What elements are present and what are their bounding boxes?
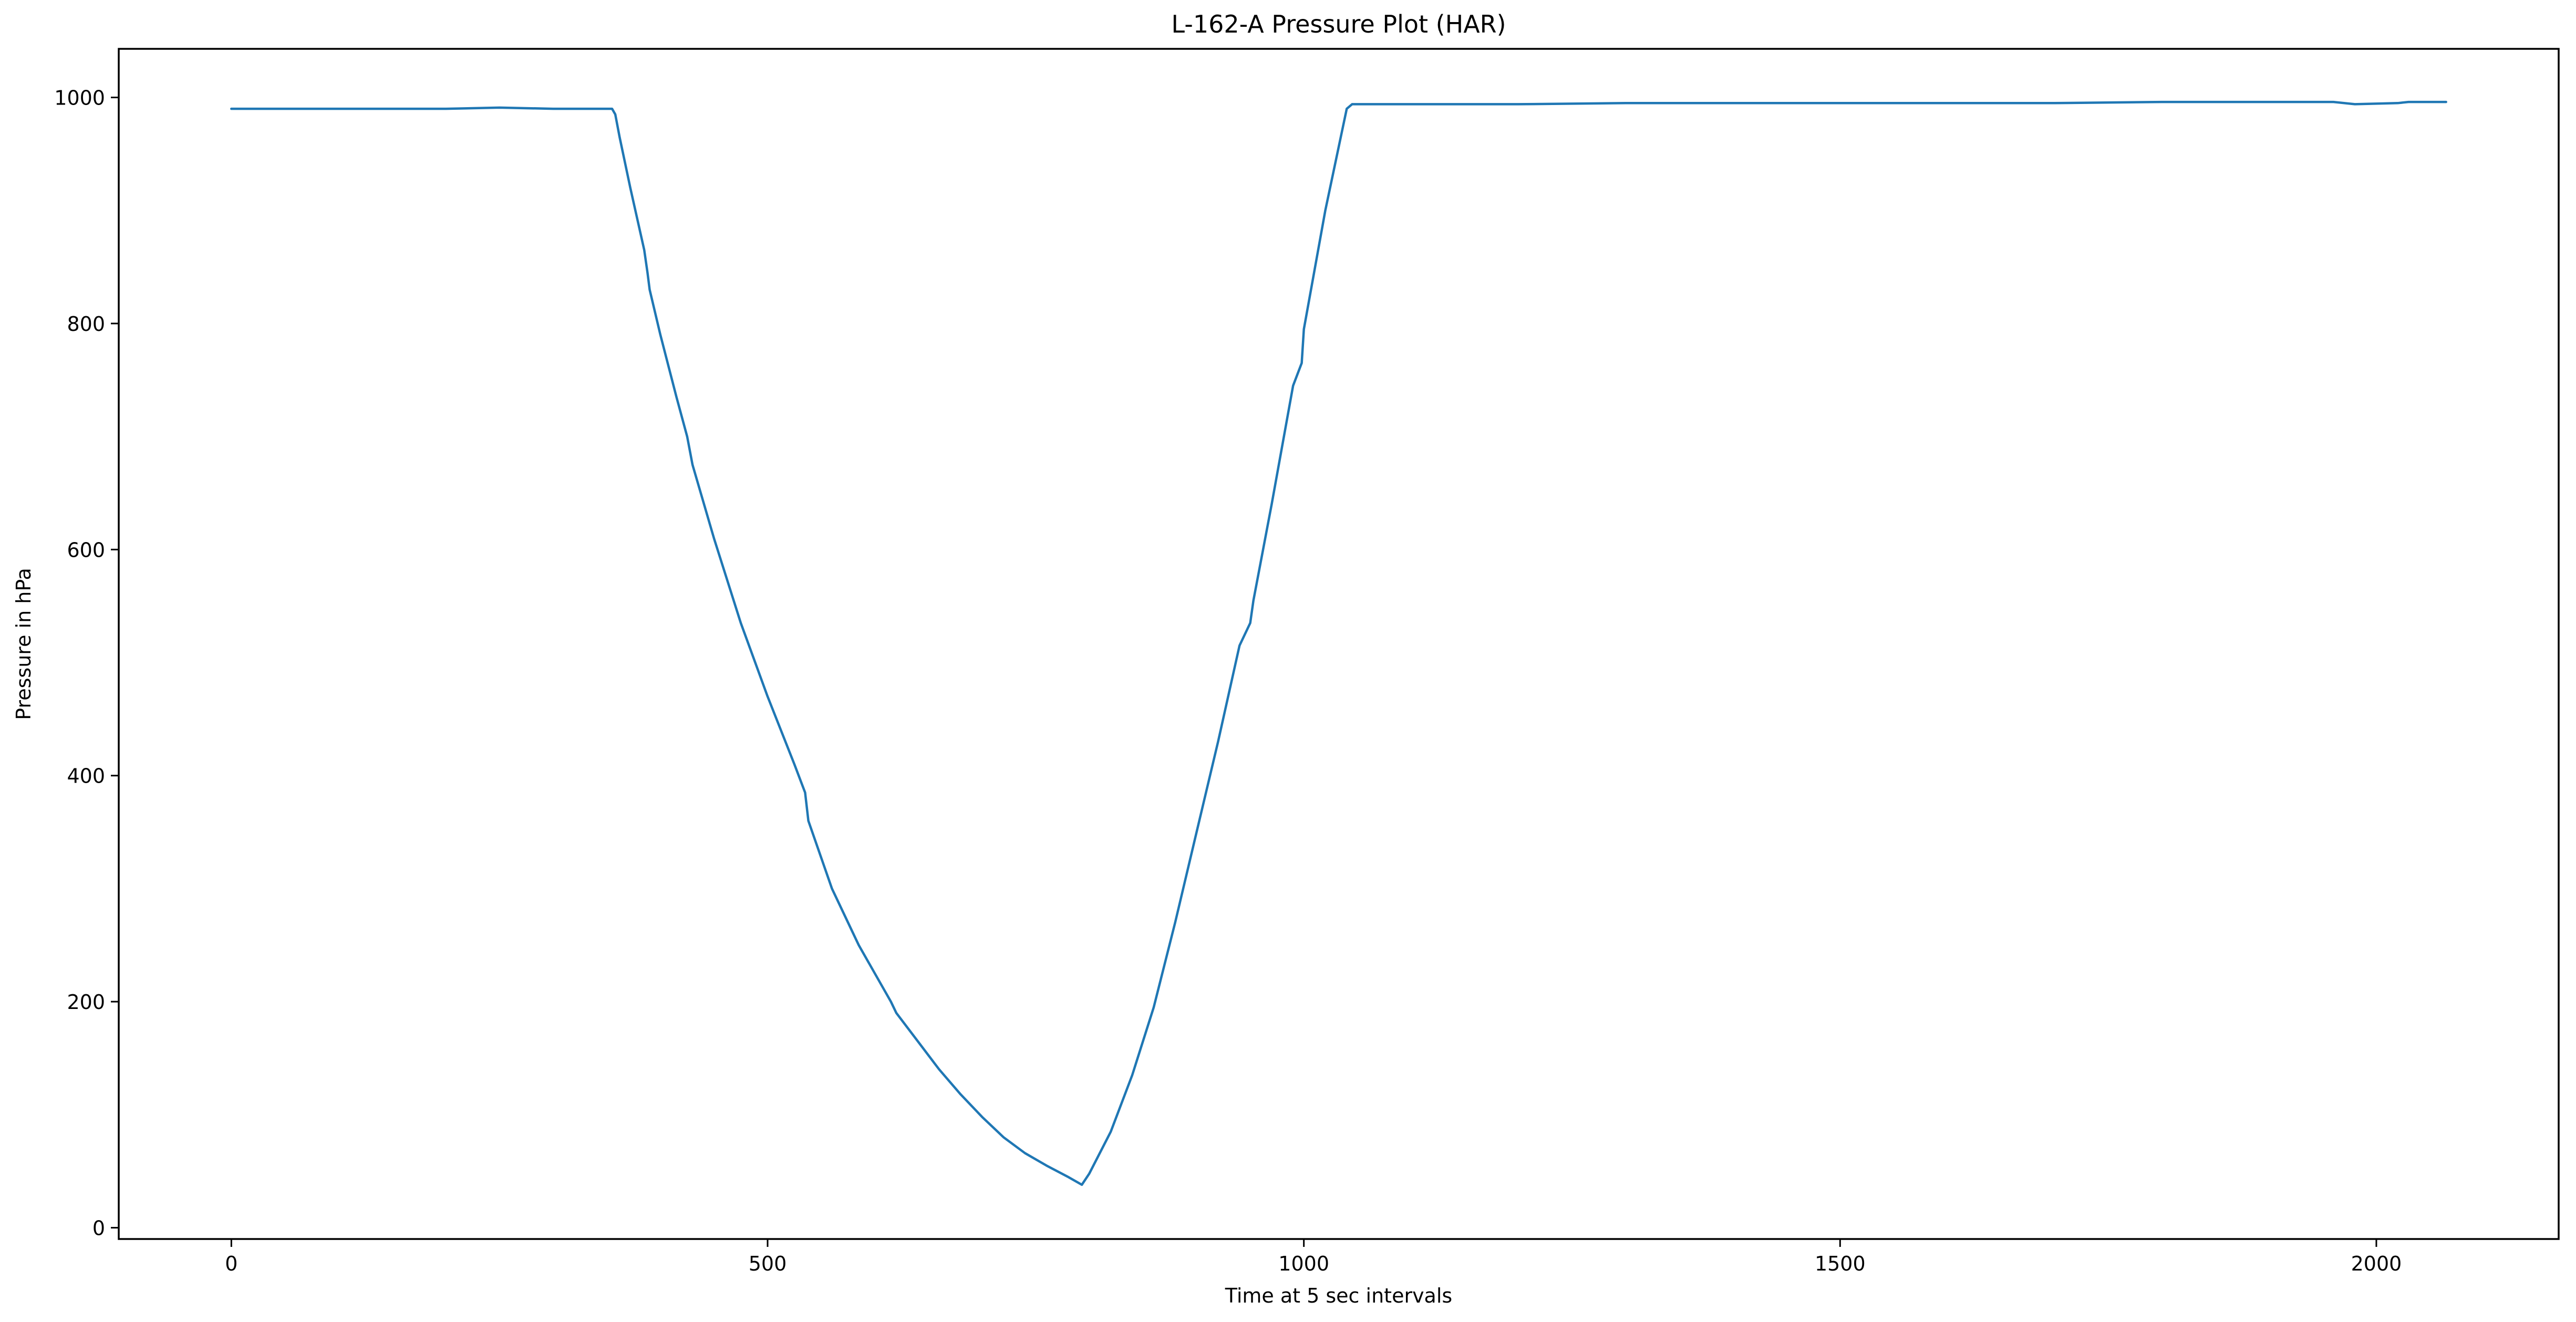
y-tick-label: 1000 bbox=[54, 87, 105, 110]
pressure-series-line bbox=[230, 100, 2447, 1186]
y-tick-label: 600 bbox=[67, 538, 105, 561]
x-tick-label: 1000 bbox=[1278, 1252, 1329, 1275]
plot-area bbox=[118, 48, 2560, 1240]
chart-title: L-162-A Pressure Plot (HAR) bbox=[1171, 10, 1506, 38]
y-tick-label: 200 bbox=[67, 991, 105, 1014]
x-tick-label: 0 bbox=[225, 1252, 237, 1275]
x-tick-label: 1500 bbox=[1815, 1252, 1866, 1275]
x-tick-label: 500 bbox=[749, 1252, 787, 1275]
y-tick-label: 800 bbox=[67, 313, 105, 336]
x-axis-ticks: 0 500 1000 1500 2000 bbox=[225, 1239, 2402, 1275]
series-layer bbox=[230, 100, 2447, 1186]
y-tick-label: 0 bbox=[92, 1216, 105, 1240]
y-tick-label: 400 bbox=[67, 765, 105, 788]
x-axis-label: Time at 5 sec intervals bbox=[1225, 1284, 1452, 1307]
y-axis-ticks: 0 200 400 600 800 1000 bbox=[54, 87, 119, 1240]
plot-frame bbox=[118, 48, 2560, 1240]
y-axis-label: Pressure in hPa bbox=[12, 568, 35, 720]
x-tick-label: 2000 bbox=[2351, 1252, 2402, 1275]
